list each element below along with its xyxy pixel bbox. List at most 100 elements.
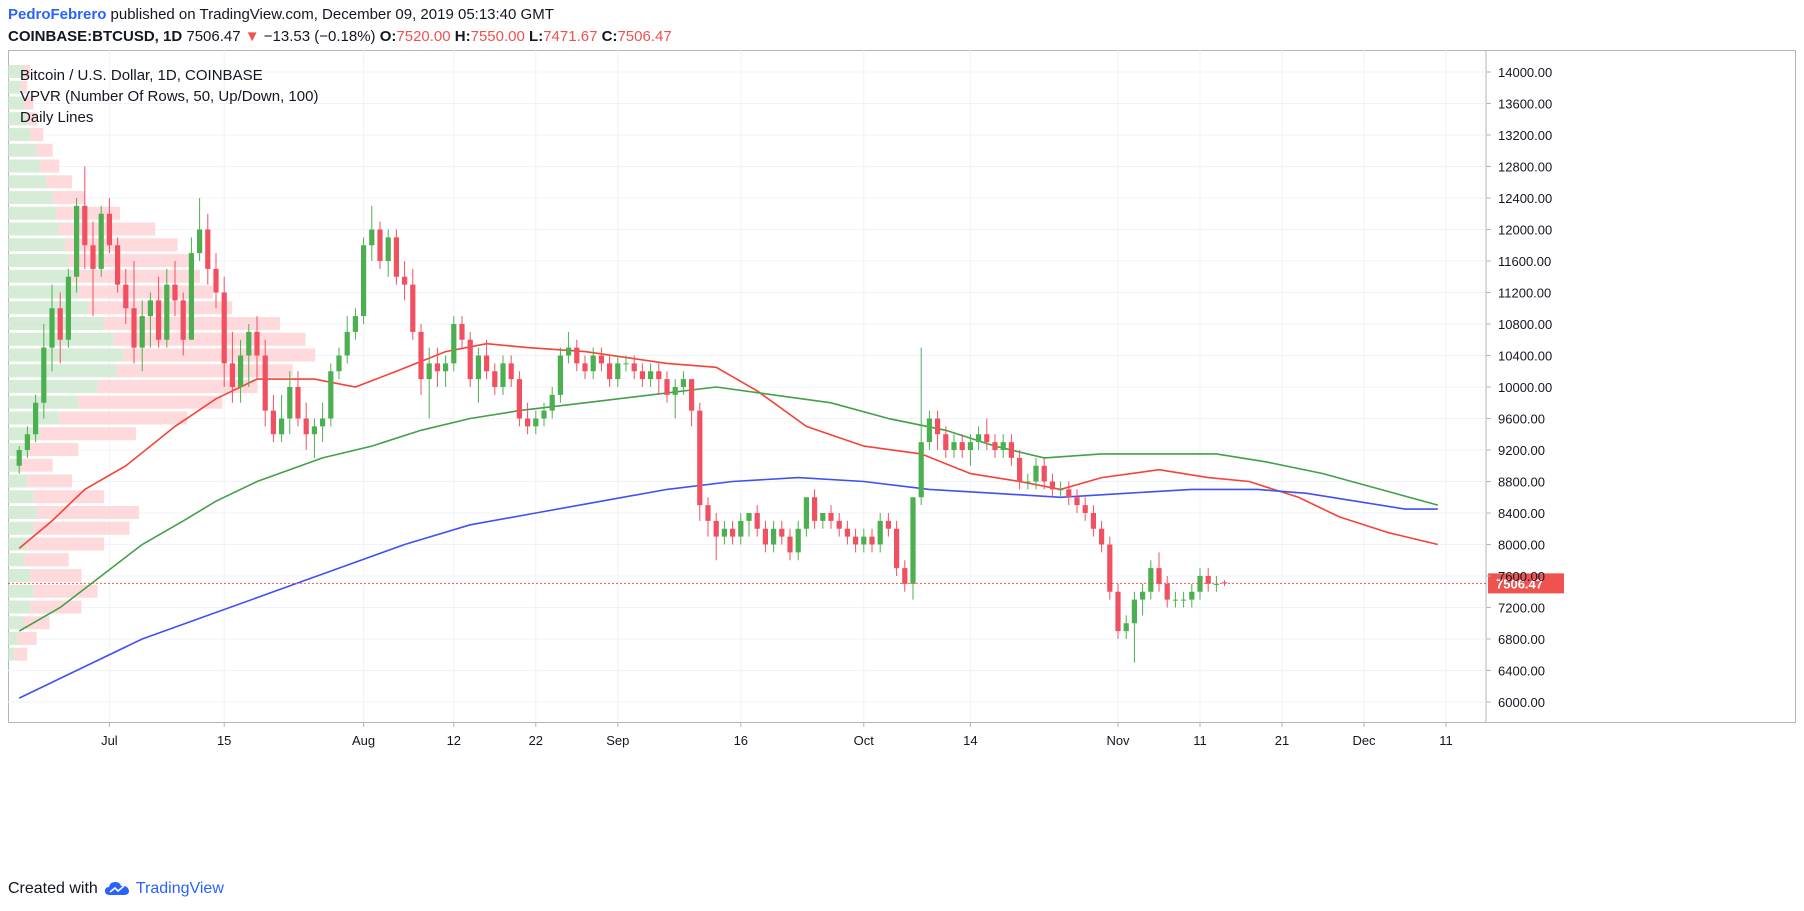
volume-profile-down-bar — [40, 427, 136, 441]
volume-profile-down-bar — [33, 584, 98, 598]
indicator-vpvr-label[interactable]: VPVR (Number Of Rows, 50, Up/Down, 100) — [20, 88, 319, 105]
candle-body — [1090, 513, 1096, 529]
volume-profile-up-bar — [8, 96, 24, 110]
price-axis: 6000.00 6400.00 6800.00 7200.00 7600.00 8000.… — [1486, 65, 1552, 710]
candle-body — [229, 363, 235, 387]
x-tick-label: 14 — [963, 733, 977, 748]
candle-body — [1082, 505, 1088, 513]
candle-body — [402, 276, 408, 285]
candle-body — [812, 497, 818, 521]
candle-body — [1197, 576, 1203, 592]
candle-body — [631, 363, 637, 372]
candle-body — [549, 394, 555, 411]
candle-body — [639, 371, 645, 380]
candle-body — [615, 363, 621, 380]
volume-profile-down-bar — [24, 553, 69, 567]
candle-body — [1017, 457, 1023, 482]
candle-body — [65, 276, 71, 340]
volume-profile-up-bar — [8, 191, 53, 204]
volume-profile-down-bar — [123, 348, 316, 362]
candle-body — [123, 284, 129, 309]
volume-profile-down-bar — [20, 80, 28, 94]
created-with-text: Created with — [8, 880, 98, 897]
candle-body — [984, 434, 990, 443]
high-value: 7550.00 — [470, 28, 525, 45]
y-tick-label: 6000.00 — [1498, 695, 1545, 710]
candle-body — [877, 520, 883, 545]
y-tick-label: 9600.00 — [1498, 412, 1545, 427]
x-tick-label: 11 — [1439, 733, 1453, 748]
candle-body — [820, 513, 826, 521]
volume-profile-down-bar — [30, 600, 82, 614]
volume-profile-up-bar — [8, 616, 24, 630]
candle-body — [279, 418, 285, 435]
candle-body — [754, 513, 760, 529]
candle-body — [57, 308, 63, 340]
close-label: C: — [601, 28, 618, 45]
y-tick-label: 11200.00 — [1498, 286, 1551, 301]
candle-body — [557, 355, 563, 395]
volume-profile-up-bar — [8, 584, 34, 598]
volume-profile-up-bar — [8, 301, 88, 315]
candle-body — [246, 331, 252, 356]
tradingview-link[interactable]: TradingView — [135, 880, 224, 897]
candle-body — [443, 363, 449, 372]
candle-body — [287, 387, 293, 419]
candle-body — [771, 528, 777, 545]
volume-profile-up-bar — [8, 128, 31, 141]
candle-body — [1074, 497, 1080, 506]
candle-body — [205, 229, 211, 269]
footer: Created with TradingView — [8, 880, 224, 898]
candle-body — [516, 379, 522, 419]
volume-profile-up-bar — [8, 632, 18, 645]
author-link[interactable]: PedroFebrero — [8, 6, 107, 23]
y-tick-label: 6800.00 — [1498, 632, 1545, 647]
candle-body — [295, 387, 301, 419]
candle-body — [180, 300, 186, 340]
price-change: −13.53 (−0.18%) — [263, 28, 376, 45]
volume-profile-down-bar — [30, 569, 82, 582]
candle-body — [574, 347, 580, 364]
candle-body — [943, 434, 949, 450]
last-price-label: 7506.47 — [1496, 576, 1543, 591]
x-tick-label: 22 — [529, 733, 543, 748]
volume-profile-up-bar — [8, 285, 79, 299]
x-tick-label: 15 — [217, 733, 231, 748]
chart-area[interactable]: 7506.47 6000.00 6400.00 6800.00 7200.00 7600… — [8, 50, 1796, 865]
candle-body — [475, 355, 481, 380]
candle-body — [598, 355, 604, 364]
candle-body — [1033, 465, 1039, 482]
candle-body — [803, 497, 809, 529]
volume-profile-up-bar — [8, 112, 28, 126]
candle-body — [426, 363, 432, 380]
candle-body — [352, 316, 358, 332]
y-tick-label: 9200.00 — [1498, 443, 1545, 458]
candle-body — [410, 284, 416, 332]
candlestick-chart[interactable]: 7506.47 6000.00 6400.00 6800.00 7200.00 7600… — [8, 50, 1796, 865]
y-tick-label: 12400.00 — [1498, 191, 1552, 206]
y-tick-label: 8000.00 — [1498, 538, 1545, 553]
volume-profile — [8, 65, 316, 661]
price-line-group: 7506.47 — [8, 573, 1564, 594]
candle-body — [730, 528, 736, 537]
candle-body — [623, 363, 629, 365]
candle-body — [336, 355, 342, 372]
candle-body — [467, 339, 473, 380]
y-tick-label: 13600.00 — [1498, 97, 1552, 112]
candle-body — [24, 434, 30, 450]
candle-body — [869, 536, 875, 545]
candle-body — [197, 229, 203, 254]
volume-profile-up-bar — [8, 647, 15, 661]
volume-profile-up-bar — [8, 238, 66, 252]
candles — [16, 166, 1228, 663]
indicator-daily-lines-label[interactable]: Daily Lines — [20, 109, 94, 126]
volume-profile-down-bar — [59, 411, 188, 425]
volume-profile-up-bar — [8, 569, 31, 582]
volume-profile-up-bar — [8, 65, 24, 78]
volume-profile-up-bar — [8, 506, 37, 519]
candle-body — [434, 363, 440, 372]
last-price-tag — [1488, 573, 1564, 594]
volume-profile-up-bar — [8, 364, 117, 378]
candle-body — [1205, 576, 1211, 584]
candle-body — [106, 213, 112, 246]
